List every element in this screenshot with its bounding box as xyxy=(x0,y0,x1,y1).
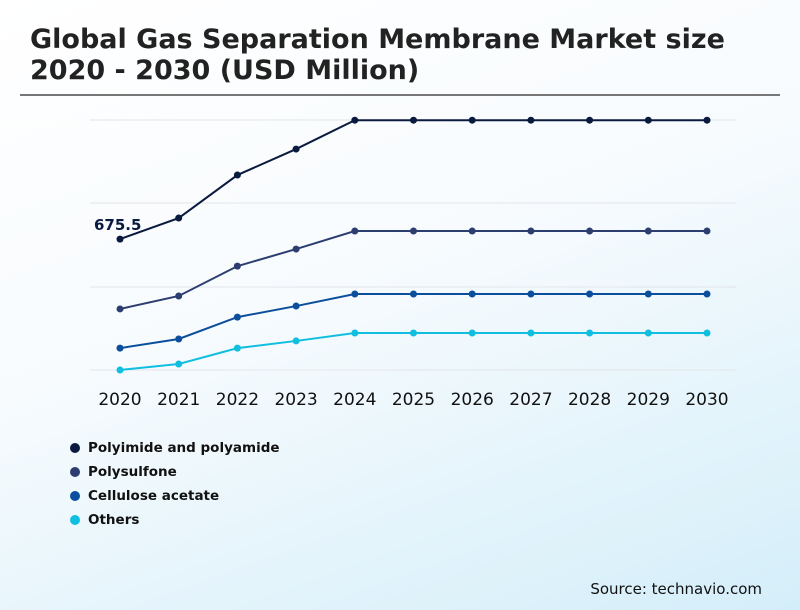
data-point xyxy=(644,290,652,298)
data-point xyxy=(175,214,183,222)
x-tick-label: 2029 xyxy=(627,390,670,410)
data-point xyxy=(703,116,711,124)
data-point xyxy=(644,329,652,337)
data-point xyxy=(116,235,124,243)
data-point xyxy=(468,116,476,124)
data-point xyxy=(527,227,535,235)
legend-item: Polyimide and polyamide xyxy=(70,436,280,460)
x-tick-label: 2030 xyxy=(685,390,728,410)
legend-label: Polysulfone xyxy=(88,464,177,480)
data-point xyxy=(175,360,183,368)
source-note: Source: technavio.com xyxy=(590,580,762,598)
data-point xyxy=(351,116,359,124)
data-point xyxy=(233,171,241,179)
data-point xyxy=(703,329,711,337)
data-point xyxy=(351,227,359,235)
data-point xyxy=(292,337,300,345)
data-point xyxy=(292,145,300,153)
title-divider xyxy=(20,94,780,96)
series-line xyxy=(119,331,707,371)
data-point xyxy=(116,305,124,313)
data-point xyxy=(351,329,359,337)
data-point xyxy=(703,290,711,298)
legend-item: Cellulose acetate xyxy=(70,484,280,508)
x-tick-label: 2027 xyxy=(509,390,552,410)
legend-label: Others xyxy=(88,512,140,528)
data-point xyxy=(175,335,183,343)
x-tick-label: 2021 xyxy=(157,390,200,410)
x-tick-label: 2022 xyxy=(216,390,259,410)
data-point xyxy=(292,245,300,253)
data-point xyxy=(468,227,476,235)
data-point xyxy=(410,116,417,124)
data-point xyxy=(644,116,652,124)
data-point xyxy=(410,329,417,337)
data-point xyxy=(233,262,241,270)
data-point xyxy=(175,292,183,300)
data-point xyxy=(527,290,535,298)
legend-label: Cellulose acetate xyxy=(88,488,220,504)
legend-marker xyxy=(70,467,80,477)
legend-item: Others xyxy=(70,508,280,532)
data-point xyxy=(527,329,535,337)
data-point xyxy=(468,329,476,337)
series-line xyxy=(119,119,707,241)
legend-marker xyxy=(70,515,80,525)
data-point xyxy=(586,290,594,298)
legend-marker xyxy=(70,443,80,453)
x-tick-label: 2025 xyxy=(392,390,435,410)
data-point xyxy=(644,227,652,235)
x-tick-label: 2023 xyxy=(274,390,317,410)
data-point xyxy=(116,366,124,374)
legend-marker xyxy=(70,491,80,501)
data-point xyxy=(116,344,124,352)
x-tick-label: 2028 xyxy=(568,390,611,410)
data-point xyxy=(586,116,594,124)
data-point xyxy=(586,329,594,337)
data-point xyxy=(233,313,241,321)
data-label: 675.5 xyxy=(94,216,141,234)
line-chart: 2020 2021 2022 2023 2024 2025 2026 2027 2028 2029… xyxy=(90,116,736,410)
data-point xyxy=(233,344,241,352)
data-point xyxy=(351,290,359,298)
data-point xyxy=(586,227,594,235)
data-point xyxy=(410,290,417,298)
legend-item: Polysulfone xyxy=(70,460,280,484)
data-point xyxy=(410,227,417,235)
data-point xyxy=(468,290,476,298)
data-point xyxy=(527,116,535,124)
x-tick-label: 2024 xyxy=(333,390,376,410)
data-point xyxy=(292,302,300,310)
legend-label: Polyimide and polyamide xyxy=(88,440,280,456)
data-point xyxy=(703,227,711,235)
chart-title: Global Gas Separation Membrane Market si… xyxy=(30,24,725,86)
x-tick-label: 2020 xyxy=(98,390,141,410)
x-tick-label: 2026 xyxy=(451,390,494,410)
legend: Polyimide and polyamide Polysulfone Cellul… xyxy=(70,436,280,532)
series-line xyxy=(119,293,707,350)
